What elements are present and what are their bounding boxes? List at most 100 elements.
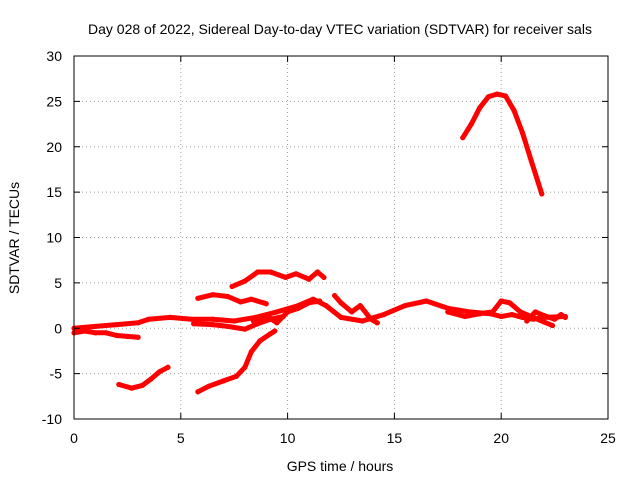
data-point [528,157,534,163]
data-point [263,312,269,319]
data-point [349,309,355,315]
data-point [402,302,408,309]
data-point [242,364,248,370]
data-point [272,328,278,334]
data-point [374,320,380,326]
data-point [306,300,312,306]
grid-lines [74,56,608,419]
data-point [381,312,387,318]
data-point [238,299,244,305]
data-point [129,385,135,391]
data-point [338,300,344,306]
data-point [124,333,130,340]
data-point [165,364,171,370]
series-arc-i [331,292,380,326]
data-point [225,323,231,330]
x-tick-label: 10 [280,430,296,446]
series-trace [71,296,568,331]
series-arc-d [195,328,278,395]
data-point [263,301,269,307]
data-point [274,320,280,326]
y-tick-label: -5 [50,366,63,382]
data-point [314,269,321,275]
data-point [494,91,500,97]
data-point [210,316,216,322]
x-axis-label: GPS time / hours [287,458,394,474]
x-tick-label: 25 [600,430,616,446]
data-point [293,271,299,277]
data-point [274,309,280,315]
data-point [498,298,504,304]
data-point [331,292,338,299]
y-tick-label: -10 [42,411,62,427]
data-point [285,309,291,315]
x-tick-label: 0 [70,430,78,446]
data-point [549,322,556,329]
data-point [257,338,263,344]
data-point [248,349,254,355]
data-point [295,305,301,311]
data-point [255,269,261,275]
data-point [225,293,231,300]
data-point [524,318,530,324]
data-point [306,276,312,282]
data-point [114,322,120,328]
data-point [210,292,216,298]
data-point [220,378,227,384]
data-point [248,296,254,302]
data-point [445,309,451,315]
data-point [539,191,545,197]
data-point [517,309,524,315]
data-point [92,323,98,330]
x-tick-label: 5 [177,430,185,446]
data-point [282,274,289,281]
data-point [195,295,201,301]
data-point [210,322,216,328]
data-point [321,274,327,281]
series-arc-l [524,309,568,324]
data-point [519,130,526,136]
data-point [148,376,154,382]
data-point [92,330,98,336]
data-point [195,389,201,395]
chart-title: Day 028 of 2022, Sidereal Day-to-day VTE… [88,21,592,37]
data-point [445,305,451,311]
data-point [242,278,248,284]
data-point [562,314,568,320]
series-trace [445,298,555,328]
data-point [423,298,430,304]
y-tick-label: 30 [46,48,62,64]
data-point [368,316,374,322]
data-point [468,121,474,127]
data-point [338,314,344,320]
data-point [498,313,504,320]
series-arc-e [195,292,269,307]
series-arc-b [71,328,141,340]
data-point [552,316,558,322]
data-series [71,91,568,395]
data-point [460,135,466,141]
data-point [82,328,88,334]
data-point [267,331,274,337]
series-arc-h [250,298,323,326]
data-point [205,383,212,389]
data-point [490,309,496,315]
data-point [191,321,197,327]
y-tick-label: 0 [54,320,62,336]
x-tick-label: 20 [493,430,509,446]
data-point [229,283,235,290]
data-point [485,94,491,100]
data-point [167,314,173,320]
data-point [242,326,248,332]
y-axis-label: SDTVAR / TECUs [6,182,22,294]
data-point [502,93,509,99]
data-point [507,300,513,306]
data-point [250,318,257,324]
data-point [558,312,564,318]
series-arc-c [116,364,171,391]
data-point [532,309,538,315]
data-point [541,312,547,319]
data-point [135,334,141,340]
data-point [146,316,152,322]
